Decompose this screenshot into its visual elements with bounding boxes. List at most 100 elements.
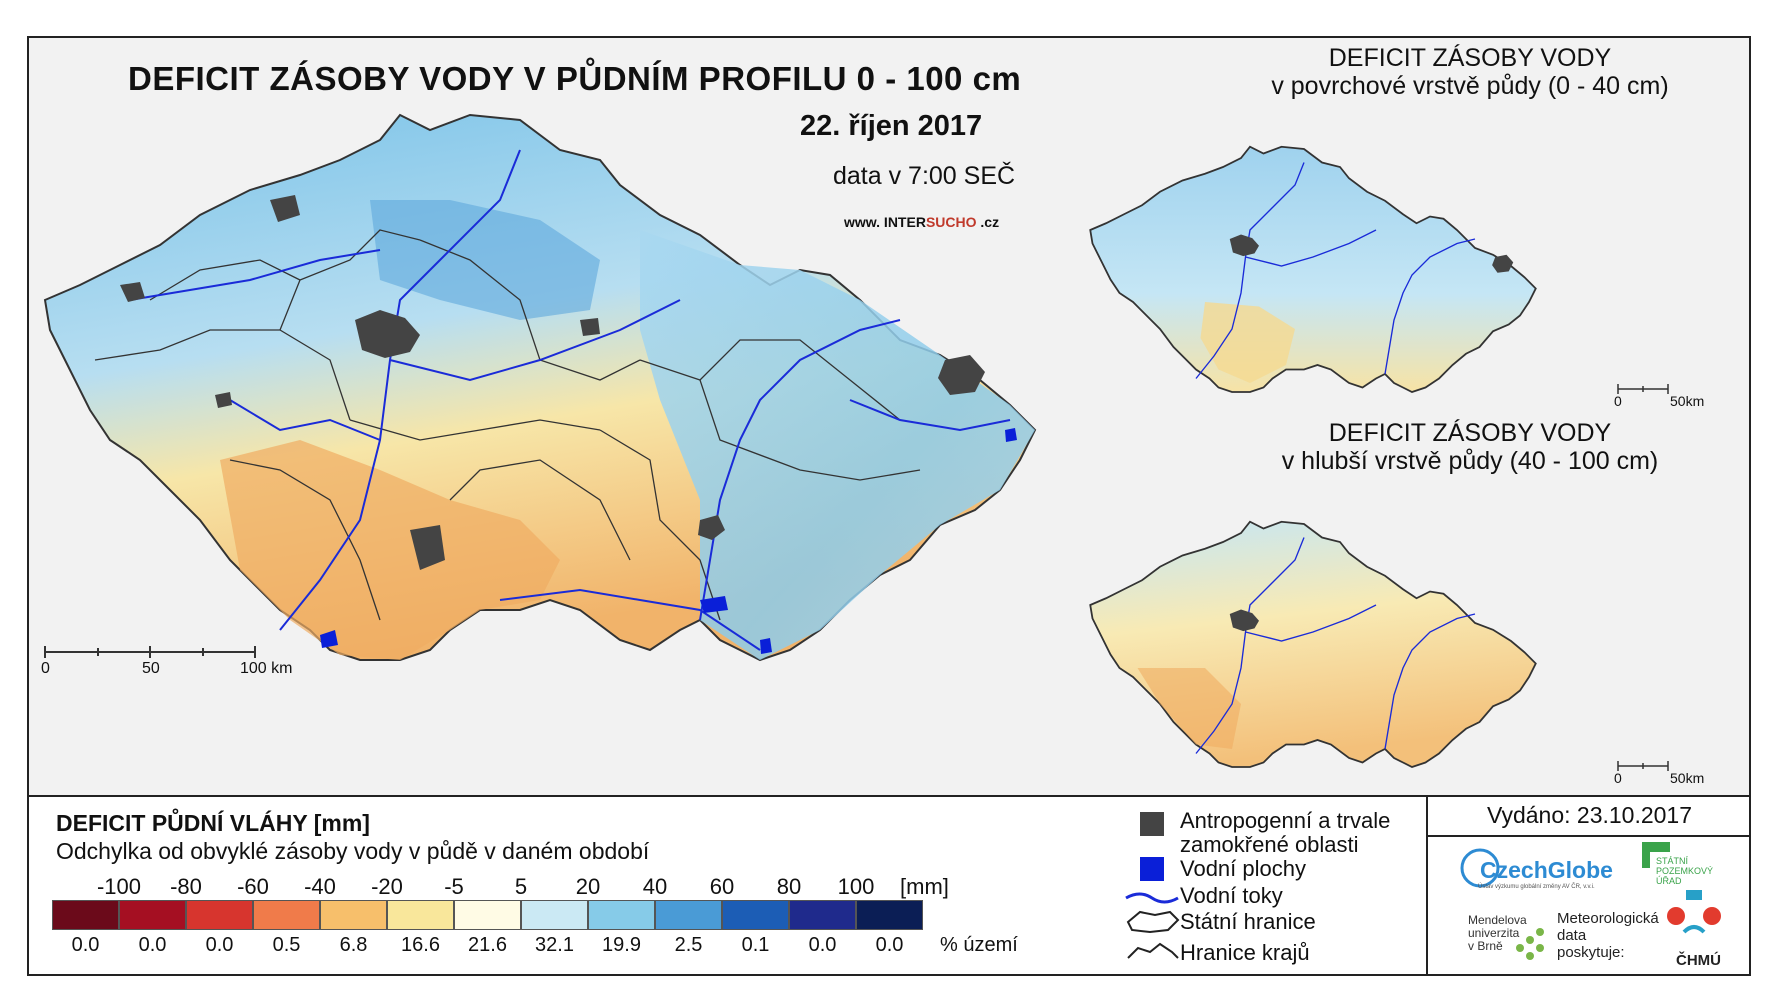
inset-bottom-map (1089, 520, 1537, 768)
logo-box (1426, 837, 1751, 976)
website-highlight: SUCHO (925, 214, 977, 230)
legend-color-swatch (789, 900, 856, 930)
czechglobe-logo-icon (1460, 848, 1500, 888)
state-border-icon (1126, 910, 1180, 934)
logos (1460, 842, 1721, 960)
main-map (43, 113, 1037, 662)
legend-percentage-label: 6.8 (339, 934, 368, 956)
legend-color-swatch (253, 900, 320, 930)
spu-logo-bar-icon (1642, 842, 1650, 868)
meteo-line1: Meteorologická (1557, 910, 1659, 927)
legend-title: DEFICIT PŮDNÍ VLÁHY [mm] (56, 810, 370, 836)
legend-panel (27, 795, 1751, 976)
czechglobe-logo-subtext: Ústav výzkumu globální změny AV ČR, v.v.… (1478, 884, 1595, 890)
mendel-line2: univerzita (1468, 926, 1520, 940)
legend-color-swatch (722, 900, 789, 930)
inset-top-scale-50: 50km (1670, 393, 1705, 409)
legend-break-label: -40 (304, 874, 336, 899)
legend-percentage-label: 21.6 (468, 934, 507, 956)
issued-date: Vydáno: 23.10.2017 (1426, 795, 1751, 837)
inset-top-title-line1: DEFICIT ZÁSOBY VODY (1328, 44, 1612, 72)
legend-color-swatch (186, 900, 253, 930)
legend-percentage-label: 2.5 (674, 934, 703, 956)
inset-bottom-title: DEFICIT ZÁSOBY VODY v hlubší vrstvě půdy… (1200, 419, 1740, 475)
czechglobe-logo-text: CzechGlobe (1480, 857, 1613, 883)
rivers (129, 149, 1011, 651)
map-date: 22. říjen 2017 (800, 110, 983, 142)
legend-subtitle: Odchylka od obvyklé zásoby vody v půdě v… (56, 838, 650, 864)
legend-color-swatch (119, 900, 186, 930)
legend-break-label: -20 (371, 874, 403, 899)
inset-top-title-line2: v povrchové vrstvě půdy (0 - 40 cm) (1271, 72, 1669, 100)
spu-line3: ÚŘAD (1656, 876, 1682, 886)
mendel-logo-text: Mendelova univerzita v Brně (1468, 914, 1527, 953)
website-suffix: .cz (976, 214, 1000, 230)
legend-color-swatch (588, 900, 655, 930)
legend-percentage-label: 19.9 (602, 934, 641, 956)
inset-bottom-scale-bar (1617, 761, 1669, 771)
urban-square-icon (1140, 812, 1164, 836)
legend-break-label: -5 (444, 874, 464, 899)
legend-color-swatch (521, 900, 588, 930)
legend-percentage-label: 16.6 (401, 934, 440, 956)
meteo-line3: poskytuje: (1557, 944, 1625, 961)
inset-top-map (1089, 145, 1537, 393)
symbol-river-label: Vodní toky (1180, 883, 1283, 908)
legend-color-swatch (856, 900, 923, 930)
symbol-region-border-label: Hranice krajů (1180, 940, 1310, 965)
inset-top-title: DEFICIT ZÁSOBY VODY v povrchové vrstvě p… (1200, 44, 1740, 100)
legend-break-label: 40 (642, 874, 668, 899)
region-borders (94, 229, 921, 621)
spu-logo-text: STÁTNÍ POZEMKOVÝ ÚŘAD (1656, 856, 1713, 886)
legend-percentage-label: 0.0 (808, 934, 837, 956)
spu-line2: POZEMKOVÝ (1656, 866, 1714, 876)
mendel-line3: v Brně (1468, 939, 1503, 953)
symbol-urban-label: Antropogenní a trvale zamokřené oblasti (1180, 809, 1390, 857)
legend-break-label: 100 (837, 874, 875, 899)
legend-color-swatch (454, 900, 521, 930)
data-time: data v 7:00 SEČ (833, 162, 1016, 190)
legend-unit: [mm] (900, 874, 949, 899)
legend-percentage-label: 0.0 (205, 934, 234, 956)
legend-percentage-label: 0.0 (138, 934, 167, 956)
legend-break-label: -80 (170, 874, 202, 899)
legend-break-label: -60 (237, 874, 269, 899)
symbol-urban-label-line2: zamokřené oblasti (1180, 832, 1359, 857)
inset-bottom-title-line2: v hlubší vrstvě půdy (40 - 100 cm) (1281, 447, 1659, 475)
website-link[interactable]: www. INTERSUCHO .cz (844, 214, 999, 230)
legend-percentage-label: 0.0 (71, 934, 100, 956)
meteo-data-text: Meteorologická data poskytuje: (1557, 910, 1659, 961)
urban-areas (120, 195, 985, 570)
inset-top-scale-bar (1617, 384, 1669, 394)
legend-break-label: 60 (709, 874, 735, 899)
inset-bottom-scale-50: 50km (1670, 770, 1705, 786)
legend-color-swatch (52, 900, 119, 930)
map-title: DEFICIT ZÁSOBY VODY V PŮDNÍM PROFILU 0 -… (128, 60, 1022, 97)
water-bodies (320, 428, 1017, 654)
chmu-logo-icon (1667, 890, 1721, 934)
legend-percentage-label: 0.1 (741, 934, 770, 956)
spu-logo-icon (1642, 842, 1670, 852)
dry-south-patch (220, 440, 560, 660)
inset-top-scale-0: 0 (1614, 393, 1622, 409)
symbol-state-border-label: Státní hranice (1180, 909, 1316, 934)
water-square-icon (1140, 857, 1164, 881)
spu-line1: STÁTNÍ (1656, 856, 1689, 866)
mendel-logo-icon (1516, 928, 1544, 960)
east-region-tint (640, 230, 1035, 660)
scale-label-0: 0 (41, 660, 50, 677)
legend-color-swatch (387, 900, 454, 930)
legend-break-label: 20 (575, 874, 601, 899)
mendel-line1: Mendelova (1468, 913, 1527, 927)
chmu-logo-text: ČHMÚ (1676, 952, 1721, 969)
legend-percentage-label: 0.0 (875, 934, 904, 956)
legend-percentage-label: 0.5 (272, 934, 301, 956)
scale-label-50: 50 (142, 660, 160, 677)
website-prefix: www. INTER (844, 214, 926, 230)
wet-north-patch (370, 200, 600, 320)
legend-color-swatch (320, 900, 387, 930)
legend-symbols (1125, 812, 1180, 959)
legend-percentage-label: 32.1 (535, 934, 574, 956)
region-border-icon (1127, 942, 1179, 959)
